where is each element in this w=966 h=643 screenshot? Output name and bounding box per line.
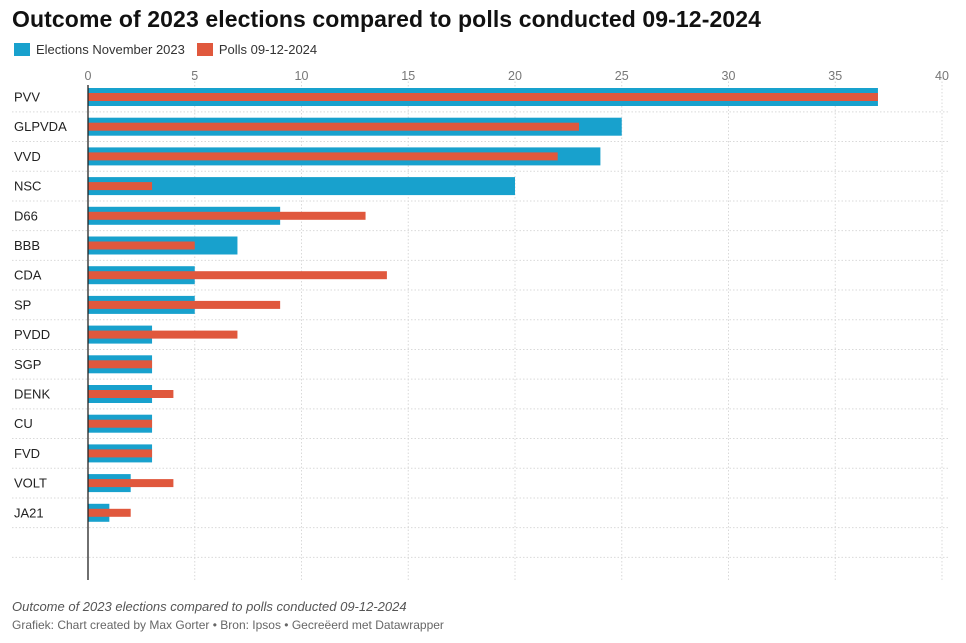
category-label: JA21 bbox=[14, 505, 44, 520]
bar-polls bbox=[88, 449, 153, 458]
x-tick-label: 20 bbox=[508, 69, 522, 83]
bar-polls bbox=[88, 419, 153, 428]
legend-swatch-elections bbox=[14, 43, 30, 56]
category-label: SP bbox=[14, 297, 31, 312]
x-tick-label: 35 bbox=[828, 69, 842, 83]
legend-swatch-polls bbox=[196, 43, 213, 56]
bar-elections bbox=[88, 177, 515, 196]
x-tick-label: 40 bbox=[935, 69, 949, 83]
bar-polls bbox=[88, 390, 174, 398]
category-label: DENK bbox=[14, 387, 50, 402]
category-label: FVD bbox=[14, 446, 40, 461]
bar-chart: 0 5 10 15 20 25 30 35 40 PVV GLPVDA VVD NSC D66 BBB CDA… bbox=[12, 69, 949, 580]
category-label: D66 bbox=[14, 208, 38, 223]
bar-polls bbox=[88, 271, 387, 280]
category-label: VOLT bbox=[14, 476, 47, 491]
bar-polls bbox=[88, 360, 153, 369]
x-tick-label: 30 bbox=[722, 69, 736, 83]
legend-item-elections: Elections November 2023 bbox=[14, 42, 185, 57]
category-label: PVDD bbox=[14, 327, 50, 342]
legend-label-polls: Polls 09-12-2024 bbox=[218, 42, 318, 57]
bar-polls bbox=[88, 182, 153, 191]
bar-polls bbox=[88, 211, 366, 220]
x-tick-label: 10 bbox=[295, 69, 309, 83]
x-tick-label: 5 bbox=[191, 69, 198, 83]
category-label: GLPVDA bbox=[14, 119, 67, 134]
x-tick-label: 0 bbox=[85, 69, 92, 83]
bar-polls bbox=[88, 508, 131, 517]
x-tick-label: 25 bbox=[615, 69, 629, 83]
footer-note: Outcome of 2023 elections compared to po… bbox=[12, 599, 407, 614]
category-label: CU bbox=[14, 416, 33, 431]
bar-polls bbox=[88, 300, 281, 309]
bar-polls bbox=[88, 479, 174, 488]
footer-credit: Grafiek: Chart created by Max Gorter • B… bbox=[12, 618, 444, 632]
bar-polls bbox=[88, 93, 878, 101]
category-label: SGP bbox=[14, 357, 41, 372]
legend: Elections November 2023 Polls 09-12-2024 bbox=[14, 42, 317, 57]
category-label: CDA bbox=[14, 268, 42, 283]
category-label: PVV bbox=[14, 90, 40, 105]
category-label: BBB bbox=[14, 238, 40, 253]
legend-label-elections: Elections November 2023 bbox=[36, 42, 185, 57]
bar-polls bbox=[88, 122, 580, 131]
category-label: NSC bbox=[14, 179, 41, 194]
legend-item-polls: Polls 09-12-2024 bbox=[196, 42, 318, 57]
bar-polls bbox=[88, 152, 558, 161]
bar-polls bbox=[88, 330, 238, 339]
bar-polls bbox=[88, 241, 195, 250]
category-label: VVD bbox=[14, 149, 41, 164]
x-tick-label: 15 bbox=[401, 69, 415, 83]
chart-title: Outcome of 2023 elections compared to po… bbox=[12, 6, 762, 32]
